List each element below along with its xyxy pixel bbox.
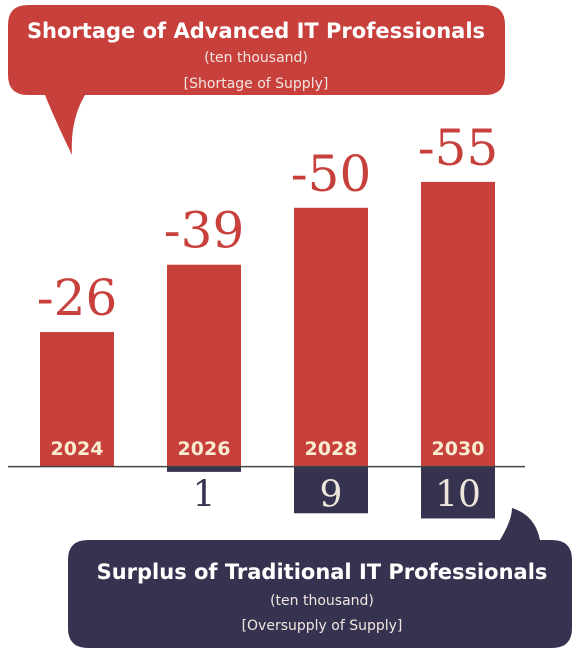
value-label: -26	[37, 269, 118, 327]
shortage-note: [Shortage of Supply]	[184, 76, 329, 92]
value-label: 1	[193, 475, 216, 516]
x-tick-label: 2028	[305, 438, 358, 460]
bar	[421, 466, 495, 519]
x-tick-label: 2026	[178, 438, 231, 460]
x-tick-label: 2024	[51, 438, 104, 460]
surplus-note: [Oversupply of Supply]	[242, 618, 403, 634]
x-tick-label: 2030	[432, 438, 485, 460]
bar	[421, 181, 495, 467]
surplus-unit: (ten thousand)	[270, 593, 374, 609]
bar	[167, 264, 241, 467]
value-label: -39	[164, 202, 245, 260]
surplus-callout	[68, 508, 572, 648]
surplus-title: Surplus of Traditional IT Professionals	[97, 560, 548, 584]
value-label: -55	[418, 119, 499, 177]
value-label: 9	[320, 475, 343, 516]
value-label: -50	[291, 145, 372, 203]
shortage-callout	[8, 5, 505, 155]
bar	[40, 332, 114, 467]
shortage-unit: (ten thousand)	[204, 50, 308, 66]
value-label: 10	[435, 475, 481, 516]
bar	[294, 207, 368, 467]
bar	[167, 466, 241, 472]
shortage-title: Shortage of Advanced IT Professionals	[27, 19, 485, 43]
bar	[294, 466, 368, 514]
